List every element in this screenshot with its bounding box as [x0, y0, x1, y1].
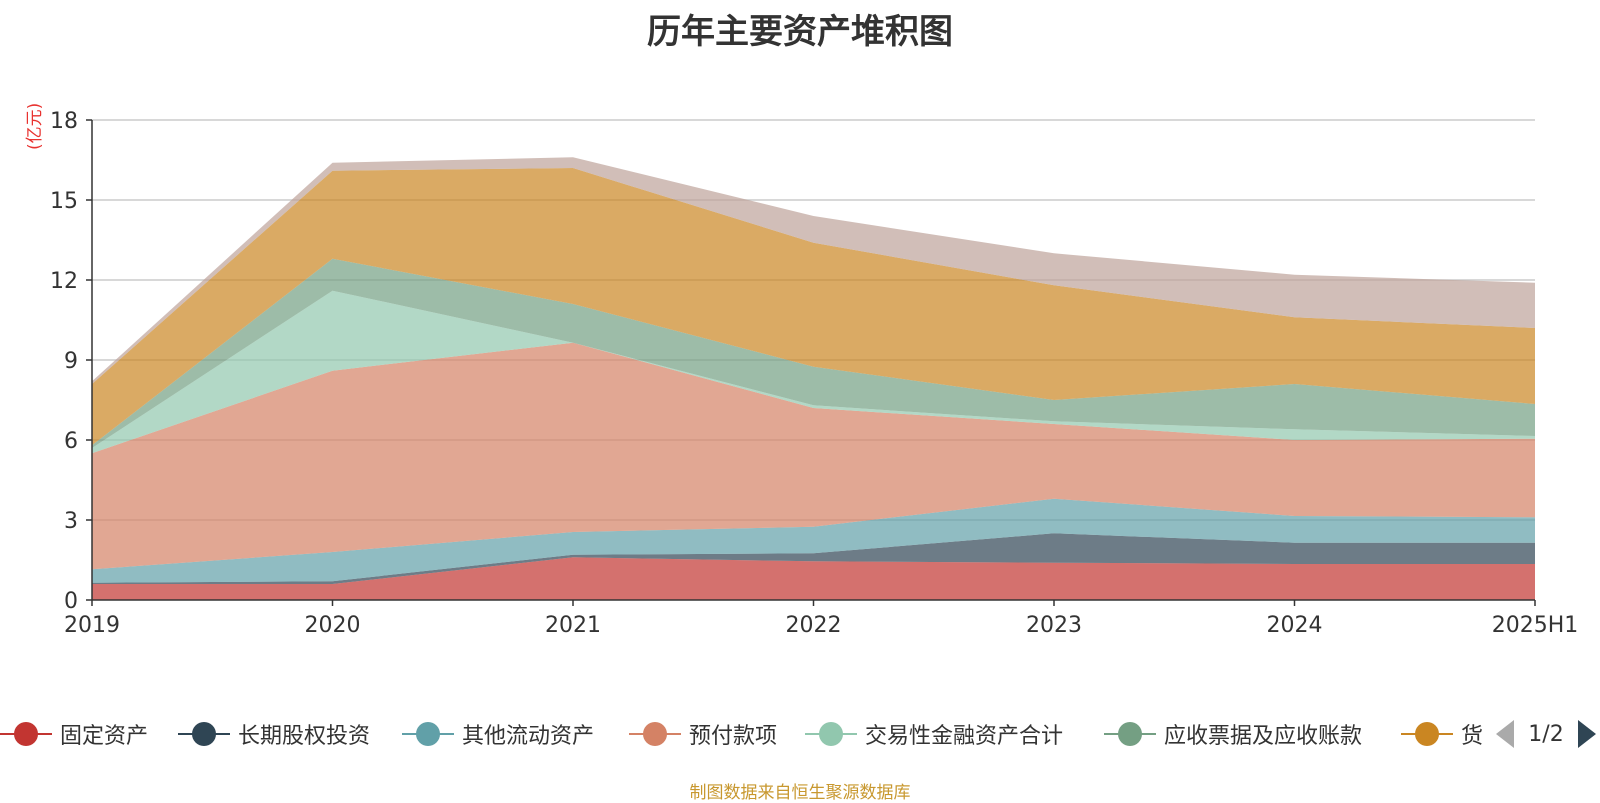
area-series-4[interactable] [92, 342, 1535, 570]
data-source-note: 制图数据来自恒生聚源数据库 [689, 783, 911, 803]
y-tick-label: 6 [64, 429, 78, 454]
legend-marker [629, 722, 681, 746]
area-series-1[interactable] [92, 557, 1535, 600]
legend-marker [178, 722, 230, 746]
x-tick-label: 2023 [1026, 613, 1082, 638]
legend-item-1[interactable]: 固定资产 [0, 712, 148, 756]
y-tick-label: 0 [64, 589, 78, 614]
area-series-group [92, 157, 1535, 600]
legend-item-6[interactable]: 应收票据及应收账款 [1104, 712, 1362, 756]
area-series-6[interactable] [92, 258, 1535, 448]
legend-page-indicator: 1/2 [1528, 721, 1564, 747]
legend-label: 预付款项 [689, 724, 778, 749]
x-tick-label: 2019 [64, 613, 120, 638]
legend-item-3[interactable]: 其他流动资产 [402, 712, 594, 756]
area-series-2[interactable] [92, 533, 1535, 584]
y-tick-label: 18 [50, 109, 78, 134]
legend: 固定资产长期股权投资其他流动资产预付款项交易性金融资产合计应收票据及应收账款货币… [0, 712, 1600, 756]
y-tick-label: 15 [50, 189, 78, 214]
x-tick-label: 2020 [305, 613, 361, 638]
y-tick-label: 9 [64, 349, 78, 374]
legend-label: 交易性金融资产合计 [865, 724, 1064, 749]
legend-item-2[interactable]: 长期股权投资 [178, 712, 370, 756]
legend-next-page-button[interactable] [1578, 720, 1596, 748]
axes [86, 119, 1536, 606]
legend-marker [0, 722, 52, 746]
legend-marker [805, 722, 857, 746]
legend-marker [402, 722, 454, 746]
legend-label: 固定资产 [60, 724, 149, 749]
legend-item-4[interactable]: 预付款项 [629, 712, 777, 756]
stacked-area-chart: 0 3 6 9 12 15 18 2019 2020 2021 2022 2023 2024 2025H1 [50, 109, 1578, 638]
area-series-3[interactable] [92, 498, 1535, 583]
legend-label: 其他流动资产 [462, 724, 595, 749]
legend-item-5[interactable]: 交易性金融资产合计 [805, 712, 1063, 756]
legend-marker [1401, 722, 1453, 746]
legend-pager: 1/2 [1484, 712, 1600, 756]
legend-marker [1104, 722, 1156, 746]
tick-labels: 0 3 6 9 12 15 18 2019 2020 2021 2022 2023 2024 2025H1 [50, 109, 1578, 638]
area-series-7[interactable] [92, 168, 1535, 446]
y-tick-label: 3 [64, 509, 78, 534]
area-series-5[interactable] [92, 290, 1535, 454]
legend-label: 应收票据及应收账款 [1164, 724, 1363, 749]
legend-prev-page-button[interactable] [1496, 720, 1514, 748]
x-tick-label: 2022 [786, 613, 842, 638]
area-series-8[interactable] [92, 157, 1535, 384]
legend-label: 长期股权投资 [238, 724, 371, 749]
x-tick-label: 2021 [545, 613, 601, 638]
x-tick-label: 2025H1 [1492, 613, 1579, 638]
x-tick-label: 2024 [1267, 613, 1323, 638]
y-tick-label: 12 [50, 269, 78, 294]
chart-title: 历年主要资产堆积图 [647, 12, 953, 52]
